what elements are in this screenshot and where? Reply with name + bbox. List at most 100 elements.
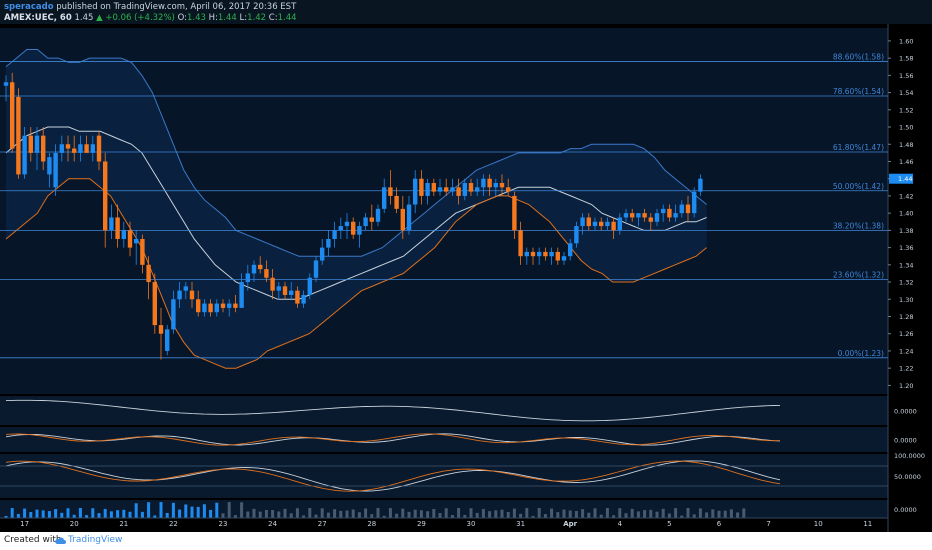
volume-bar (469, 508, 473, 518)
price-chart[interactable]: 1.60 1.58 1.56 1.54 1.52 1.50 1.48 1.46 1.44 1.42… (0, 24, 932, 532)
fib-level-label: 61.80%(1.47) (833, 143, 884, 152)
time-tick-label: 21 (119, 520, 128, 528)
volume-bar (605, 508, 609, 518)
candle-body (543, 251, 548, 257)
volume-bar (60, 512, 64, 518)
indicator-3-line-a (5, 460, 781, 492)
publish-line: speracado published on TradingView.com, … (4, 2, 296, 12)
candle-body (580, 217, 585, 227)
tradingview-brand[interactable]: TradingView (68, 535, 123, 545)
volume-bar (698, 508, 702, 518)
candle-body (499, 183, 505, 188)
candle-body (103, 161, 108, 231)
candle-body (611, 221, 616, 231)
volume-bar (562, 509, 566, 518)
candle-body (512, 195, 517, 231)
volume-bar (401, 508, 405, 518)
volume-bar (711, 509, 715, 518)
volume-bar (283, 508, 287, 518)
candle-body (617, 217, 622, 231)
candle-body (524, 251, 529, 257)
volume-bar (692, 514, 696, 518)
candle-body (152, 282, 157, 326)
volume-bar (23, 508, 27, 518)
price-tick-label: 1.34 (899, 261, 913, 269)
volume-bar (314, 514, 318, 518)
open-value: 1.43 (186, 13, 206, 23)
candle-body (10, 82, 15, 149)
indicator-axis-label: 0.0000 (894, 408, 917, 416)
bollinger-upper-line (5, 49, 707, 257)
volume-bar (574, 510, 578, 518)
volume-bar (643, 510, 647, 518)
volume-bar (78, 508, 82, 518)
volume-bar (543, 514, 547, 518)
volume-bar (277, 511, 281, 518)
candle-body (295, 290, 300, 304)
volume-bar (364, 508, 368, 518)
candle-body (72, 148, 77, 153)
time-tick-label: 4 (618, 520, 623, 528)
time-tick-label: 10 (814, 520, 823, 528)
candle-body (202, 303, 207, 313)
volume-bar (345, 510, 349, 518)
candle-body (251, 264, 257, 274)
time-tick-label: 23 (219, 520, 228, 528)
candle-body (34, 135, 40, 153)
candle-body (586, 217, 591, 227)
last-price: 1.45 (74, 13, 94, 23)
footer: Created with TradingView (0, 532, 932, 550)
symbol-label[interactable]: AMEX:UEC, 60 (4, 13, 72, 23)
candle-body (239, 282, 244, 308)
price-tick-label: 1.54 (899, 89, 913, 97)
volume-bar (295, 508, 299, 518)
volume-bar (426, 511, 430, 518)
time-tick-label: 6 (717, 520, 722, 528)
author-name[interactable]: speracado (4, 2, 54, 12)
volume-bar (550, 508, 554, 518)
candle-body (623, 213, 629, 218)
fib-level-label: 88.60%(1.58) (833, 53, 884, 62)
volume-bar (475, 512, 479, 518)
fib-level-label: 23.60%(1.32) (833, 270, 884, 279)
volume-bar (240, 502, 244, 518)
candle-body (351, 221, 356, 235)
price-tick-label: 1.38 (899, 227, 913, 235)
volume-bar (500, 509, 504, 518)
price-tick-label: 1.32 (899, 279, 913, 287)
candle-body (406, 204, 412, 231)
volume-bar (636, 511, 640, 518)
candle-body (636, 213, 641, 218)
volume-bar (705, 512, 709, 518)
candle-body (165, 329, 170, 351)
volume-bar (612, 515, 616, 518)
volume-bar (109, 511, 113, 518)
volume-bar (382, 515, 386, 518)
time-tick-label: 20 (70, 520, 79, 528)
candle-body (654, 213, 660, 222)
price-tick-label: 1.56 (899, 72, 913, 80)
volume-bar (302, 515, 306, 518)
volume-bar (581, 509, 585, 518)
candle-body (121, 230, 126, 239)
candle-body (599, 221, 604, 227)
volume-bar (320, 508, 324, 518)
candle-body (679, 204, 684, 214)
candle-body (320, 247, 325, 261)
candle-body (227, 303, 232, 308)
volume-bar (246, 511, 250, 518)
fib-level-label: 0.00%(1.23) (838, 349, 884, 358)
volume-bar (258, 511, 262, 518)
volume-bar (357, 512, 361, 518)
candle-body (692, 191, 697, 214)
candle-body (289, 290, 294, 295)
candle-body (282, 286, 288, 295)
candle-body (78, 144, 83, 153)
candle-body (481, 178, 486, 188)
price-tick-label: 1.24 (899, 347, 913, 355)
price-tick-label: 1.42 (899, 192, 913, 200)
volume-bar (463, 514, 467, 518)
volume-bar (72, 514, 76, 518)
last-price-marker (889, 173, 913, 184)
price-tick-label: 1.58 (899, 55, 913, 63)
